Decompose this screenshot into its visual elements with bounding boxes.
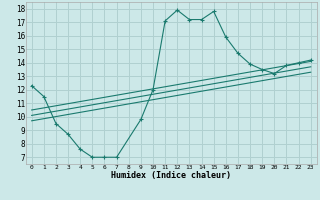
X-axis label: Humidex (Indice chaleur): Humidex (Indice chaleur) <box>111 171 231 180</box>
